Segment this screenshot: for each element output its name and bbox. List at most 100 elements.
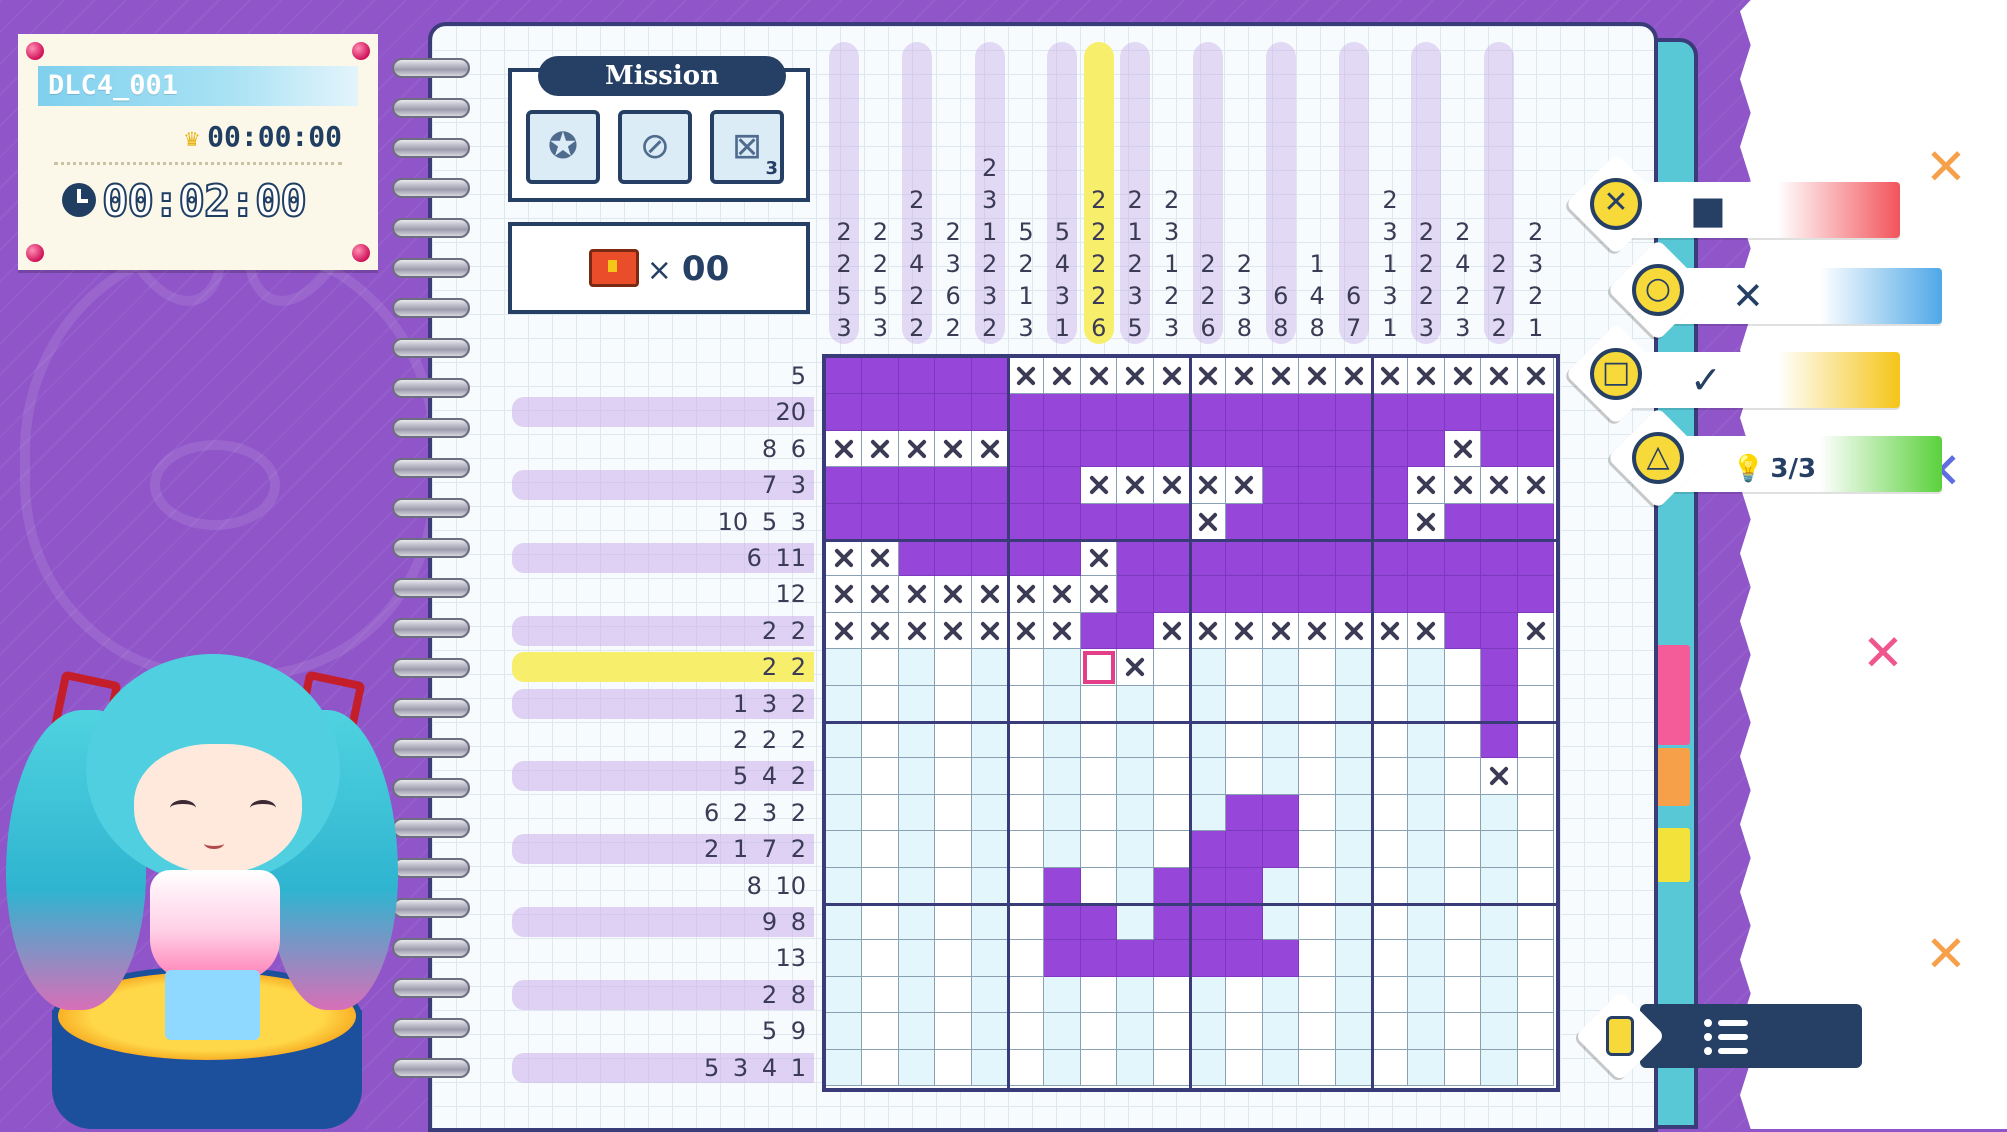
filled-cell[interactable] [971, 394, 1008, 431]
crossed-cell[interactable] [1226, 358, 1263, 395]
empty-cell[interactable] [1008, 758, 1045, 795]
empty-cell[interactable] [1335, 1013, 1372, 1050]
crossed-cell[interactable] [935, 576, 972, 613]
empty-cell[interactable] [1262, 722, 1300, 759]
empty-cell[interactable] [1117, 794, 1154, 832]
filled-cell[interactable] [1044, 430, 1081, 468]
filled-cell[interactable] [1190, 831, 1227, 868]
empty-cell[interactable] [898, 794, 936, 832]
filled-cell[interactable] [898, 467, 936, 504]
empty-cell[interactable] [1117, 831, 1154, 868]
empty-cell[interactable] [1444, 976, 1482, 1014]
empty-cell[interactable] [1080, 722, 1118, 759]
filled-cell[interactable] [1299, 503, 1336, 540]
empty-cell[interactable] [971, 904, 1008, 941]
empty-cell[interactable] [826, 940, 863, 977]
filled-cell[interactable] [826, 503, 863, 540]
filled-cell[interactable] [1517, 540, 1554, 577]
filled-cell[interactable] [1481, 576, 1518, 613]
filled-cell[interactable] [1262, 576, 1300, 613]
empty-cell[interactable] [1335, 976, 1372, 1014]
empty-cell[interactable] [1117, 976, 1154, 1014]
empty-cell[interactable] [826, 758, 863, 795]
filled-cell[interactable] [1080, 430, 1118, 468]
filled-cell[interactable] [1008, 540, 1045, 577]
crossed-cell[interactable] [1262, 358, 1300, 395]
filled-cell[interactable] [826, 358, 863, 395]
filled-cell[interactable] [1408, 540, 1445, 577]
crossed-cell[interactable] [898, 430, 936, 468]
filled-cell[interactable] [1444, 612, 1482, 650]
filled-cell[interactable] [1044, 467, 1081, 504]
crossed-cell[interactable] [1372, 612, 1409, 650]
filled-cell[interactable] [1372, 576, 1409, 613]
crossed-cell[interactable] [1190, 612, 1227, 650]
crossed-cell[interactable] [1408, 503, 1445, 540]
filled-cell[interactable] [1117, 503, 1154, 540]
empty-cell[interactable] [1226, 722, 1263, 759]
crossed-cell[interactable] [1117, 358, 1154, 395]
crossed-cell[interactable] [1481, 467, 1518, 504]
empty-cell[interactable] [935, 649, 972, 686]
empty-cell[interactable] [1117, 758, 1154, 795]
empty-cell[interactable] [862, 685, 899, 722]
empty-cell[interactable] [826, 904, 863, 941]
crossed-cell[interactable] [1008, 612, 1045, 650]
empty-cell[interactable] [1517, 722, 1554, 759]
filled-cell[interactable] [1444, 576, 1482, 613]
empty-cell[interactable] [1044, 722, 1081, 759]
filled-cell[interactable] [1190, 394, 1227, 431]
filled-cell[interactable] [1481, 503, 1518, 540]
empty-cell[interactable] [1517, 1049, 1554, 1086]
empty-cell[interactable] [862, 1049, 899, 1086]
crossed-cell[interactable] [1153, 358, 1190, 395]
crossed-cell[interactable] [1335, 358, 1372, 395]
filled-cell[interactable] [1080, 940, 1118, 977]
empty-cell[interactable] [1372, 722, 1409, 759]
empty-cell[interactable] [935, 722, 972, 759]
filled-cell[interactable] [1117, 940, 1154, 977]
empty-cell[interactable] [1372, 758, 1409, 795]
crossed-cell[interactable] [1335, 612, 1372, 650]
empty-cell[interactable] [1008, 1013, 1045, 1050]
filled-cell[interactable] [1226, 576, 1263, 613]
empty-cell[interactable] [1372, 1013, 1409, 1050]
empty-cell[interactable] [935, 867, 972, 904]
crossed-cell[interactable] [862, 430, 899, 468]
empty-cell[interactable] [1044, 794, 1081, 832]
filled-cell[interactable] [1372, 540, 1409, 577]
empty-cell[interactable] [1335, 758, 1372, 795]
filled-cell[interactable] [971, 540, 1008, 577]
crossed-cell[interactable] [1080, 358, 1118, 395]
filled-cell[interactable] [1226, 394, 1263, 431]
empty-cell[interactable] [898, 1049, 936, 1086]
filled-cell[interactable] [1262, 503, 1300, 540]
empty-cell[interactable] [1335, 685, 1372, 722]
filled-cell[interactable] [1153, 430, 1190, 468]
filled-cell[interactable] [971, 503, 1008, 540]
crossed-cell[interactable] [898, 612, 936, 650]
empty-cell[interactable] [1481, 1049, 1518, 1086]
filled-cell[interactable] [1190, 940, 1227, 977]
crossed-cell[interactable] [1008, 576, 1045, 613]
empty-cell[interactable] [1190, 649, 1227, 686]
empty-cell[interactable] [1408, 794, 1445, 832]
filled-cell[interactable] [1299, 394, 1336, 431]
filled-cell[interactable] [1262, 394, 1300, 431]
empty-cell[interactable] [1372, 649, 1409, 686]
empty-cell[interactable] [1080, 758, 1118, 795]
empty-cell[interactable] [1299, 831, 1336, 868]
empty-cell[interactable] [898, 976, 936, 1014]
crossed-cell[interactable] [935, 430, 972, 468]
filled-cell[interactable] [1372, 394, 1409, 431]
empty-cell[interactable] [1372, 685, 1409, 722]
empty-cell[interactable] [826, 794, 863, 832]
empty-cell[interactable] [1444, 831, 1482, 868]
empty-cell[interactable] [1517, 867, 1554, 904]
empty-cell[interactable] [1226, 976, 1263, 1014]
filled-cell[interactable] [1372, 467, 1409, 504]
empty-cell[interactable] [971, 794, 1008, 832]
empty-cell[interactable] [1444, 758, 1482, 795]
filled-cell[interactable] [1190, 540, 1227, 577]
empty-cell[interactable] [1299, 867, 1336, 904]
